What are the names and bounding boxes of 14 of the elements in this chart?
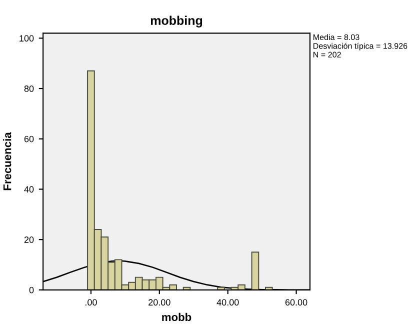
text: Media = 8.03 Desviación típica = 13.926 N = 202	[313, 34, 408, 58]
x-tick-label: .00	[86, 299, 97, 306]
x-axis-title: mobb	[162, 312, 192, 322]
x-tick-label: 20.00	[148, 299, 170, 306]
x-tick-label: 40.00	[216, 299, 239, 306]
y-tick-label: 40	[24, 186, 34, 193]
y-tick-label: 0	[29, 286, 34, 294]
y-tick-label: 20	[24, 236, 34, 243]
y-axis-title: Frecuencia	[3, 132, 12, 190]
y-tick-label: 100	[20, 35, 34, 42]
y-tick-label: 80	[24, 85, 34, 92]
chart-title: mobbing	[150, 16, 202, 28]
x-tick-label: 60.00	[285, 299, 308, 306]
y-tick-label: 60	[24, 136, 34, 142]
